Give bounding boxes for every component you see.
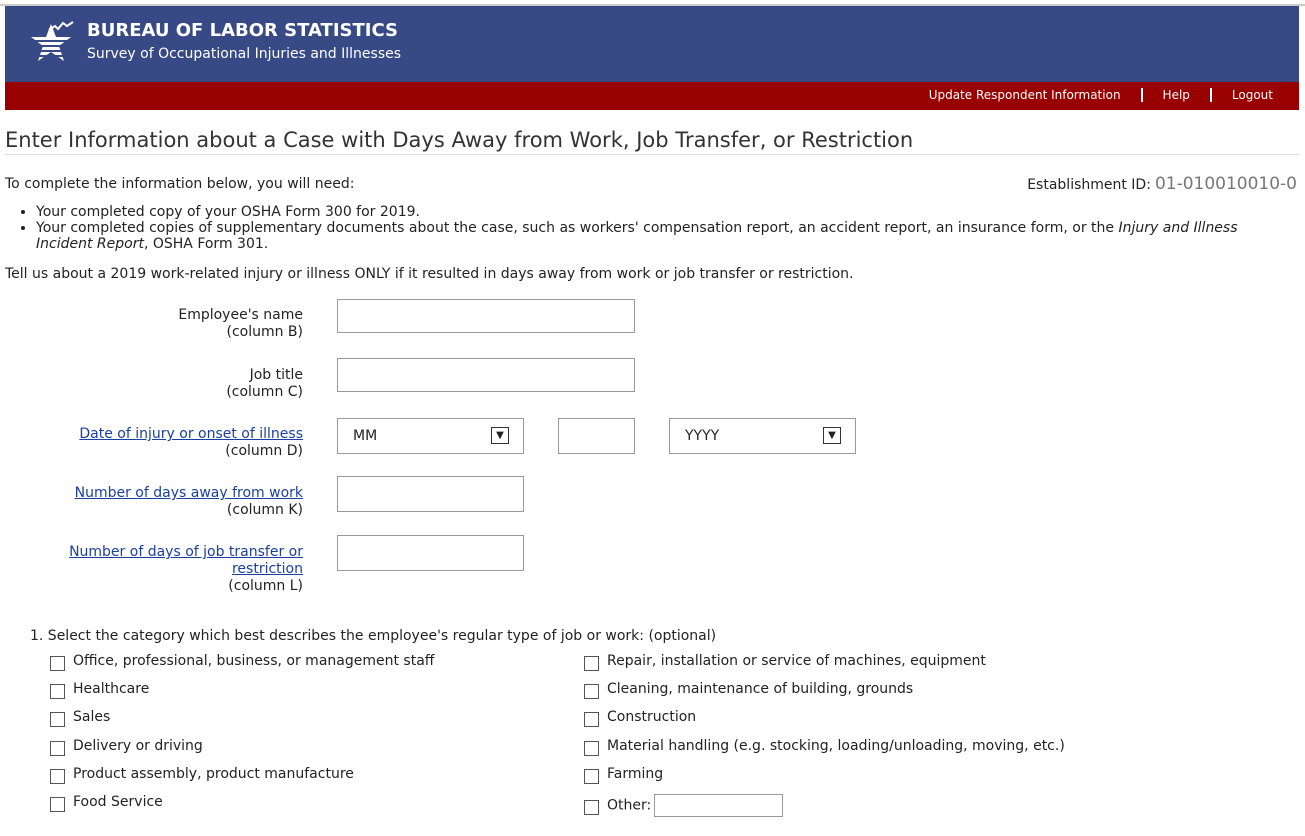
month-select[interactable]: MM ▼: [337, 418, 524, 454]
requirements-list: Your completed copy of your OSHA Form 30…: [14, 204, 1296, 252]
instruction-note: Tell us about a 2019 work-related injury…: [5, 266, 854, 282]
job-category-option[interactable]: Delivery or driving: [50, 738, 203, 756]
year-select[interactable]: YYYY ▼: [669, 418, 856, 454]
checkbox[interactable]: [50, 655, 65, 671]
nav-separator: [1209, 88, 1212, 102]
bls-star-logo-icon: [31, 21, 74, 61]
option-label: Other:: [607, 797, 652, 814]
checkbox[interactable]: [584, 711, 599, 727]
option-label: Material handling (e.g. stocking, loadin…: [607, 738, 1065, 754]
option-label: Sales: [73, 709, 111, 725]
nav-separator: [1140, 88, 1143, 102]
checkbox[interactable]: [50, 768, 65, 784]
option-label: Cleaning, maintenance of building, groun…: [607, 681, 914, 697]
job-category-option[interactable]: Office, professional, business, or manag…: [50, 653, 435, 671]
job-category-option[interactable]: Healthcare: [50, 681, 150, 699]
page-title: Enter Information about a Case with Days…: [5, 128, 914, 152]
option-label: Healthcare: [73, 681, 150, 697]
option-label: Product assembly, product manufacture: [73, 766, 354, 782]
job-category-option[interactable]: Other:: [584, 794, 784, 817]
day-input[interactable]: [558, 418, 635, 454]
nav-bar: Update Respondent Information Help Logou…: [5, 82, 1299, 110]
question-1: 1. Select the category which best descri…: [30, 628, 717, 644]
checkbox[interactable]: [584, 800, 599, 815]
job-category-option[interactable]: Construction: [584, 709, 697, 727]
site-title: BUREAU OF LABOR STATISTICS: [87, 20, 398, 41]
checkbox[interactable]: [584, 768, 599, 784]
site-subtitle: Survey of Occupational Injuries and Illn…: [87, 46, 402, 62]
job-category-option[interactable]: Food Service: [50, 794, 163, 812]
list-item: Your completed copies of supplementary d…: [36, 220, 1296, 252]
logout-link[interactable]: Logout: [1231, 88, 1273, 102]
job-title-input[interactable]: [337, 358, 635, 392]
option-label: Construction: [607, 709, 697, 725]
option-label: Delivery or driving: [73, 738, 203, 754]
divider: [5, 154, 1299, 155]
establishment-id-value: 01-010010010-0: [1154, 174, 1297, 194]
help-link[interactable]: Help: [1162, 88, 1190, 102]
job-category-option[interactable]: Cleaning, maintenance of building, groun…: [584, 681, 914, 699]
option-label: Repair, installation or service of machi…: [607, 653, 986, 669]
days-away-link[interactable]: Number of days away from work: [74, 485, 303, 501]
header-banner: BUREAU OF LABOR STATISTICS Survey of Occ…: [5, 6, 1299, 82]
option-label: Farming: [607, 766, 664, 782]
job-title-label: Job title (column C): [226, 367, 303, 400]
date-of-injury-label: Date of injury or onset of illness (colum…: [79, 426, 303, 459]
update-respondent-link[interactable]: Update Respondent Information: [928, 88, 1121, 102]
chevron-down-icon: ▼: [823, 427, 841, 444]
top-border: [0, 4, 1305, 6]
job-category-option[interactable]: Farming: [584, 766, 664, 784]
establishment-id-label: Establishment ID:: [1027, 177, 1151, 193]
date-of-injury-link[interactable]: Date of injury or onset of illness: [79, 426, 303, 442]
establishment-id: Establishment ID: 01-010010010-0: [1027, 174, 1297, 194]
list-item: Your completed copy of your OSHA Form 30…: [36, 204, 1296, 220]
checkbox[interactable]: [50, 683, 65, 699]
other-input[interactable]: [654, 794, 784, 817]
job-category-option[interactable]: Material handling (e.g. stocking, loadin…: [584, 738, 1065, 756]
days-away-input[interactable]: [337, 476, 524, 512]
days-away-label: Number of days away from work (column K): [74, 485, 303, 518]
days-transfer-input[interactable]: [337, 535, 524, 571]
checkbox[interactable]: [584, 740, 599, 756]
job-category-option[interactable]: Product assembly, product manufacture: [50, 766, 354, 784]
checkbox[interactable]: [50, 711, 65, 727]
employee-name-label: Employee's name (column B): [178, 307, 303, 340]
checkbox[interactable]: [50, 740, 65, 756]
job-category-option[interactable]: Repair, installation or service of machi…: [584, 653, 986, 671]
option-label: Food Service: [73, 794, 163, 810]
checkbox[interactable]: [50, 796, 65, 812]
job-category-option[interactable]: Sales: [50, 709, 111, 727]
checkbox[interactable]: [584, 683, 599, 699]
days-transfer-label: Number of days of job transfer or restri…: [69, 544, 303, 594]
employee-name-input[interactable]: [337, 299, 635, 333]
checkbox[interactable]: [584, 655, 599, 671]
intro-text: To complete the information below, you w…: [5, 176, 355, 192]
days-transfer-link[interactable]: Number of days of job transfer or restri…: [69, 544, 303, 577]
chevron-down-icon: ▼: [491, 427, 509, 444]
option-label: Office, professional, business, or manag…: [73, 653, 435, 669]
